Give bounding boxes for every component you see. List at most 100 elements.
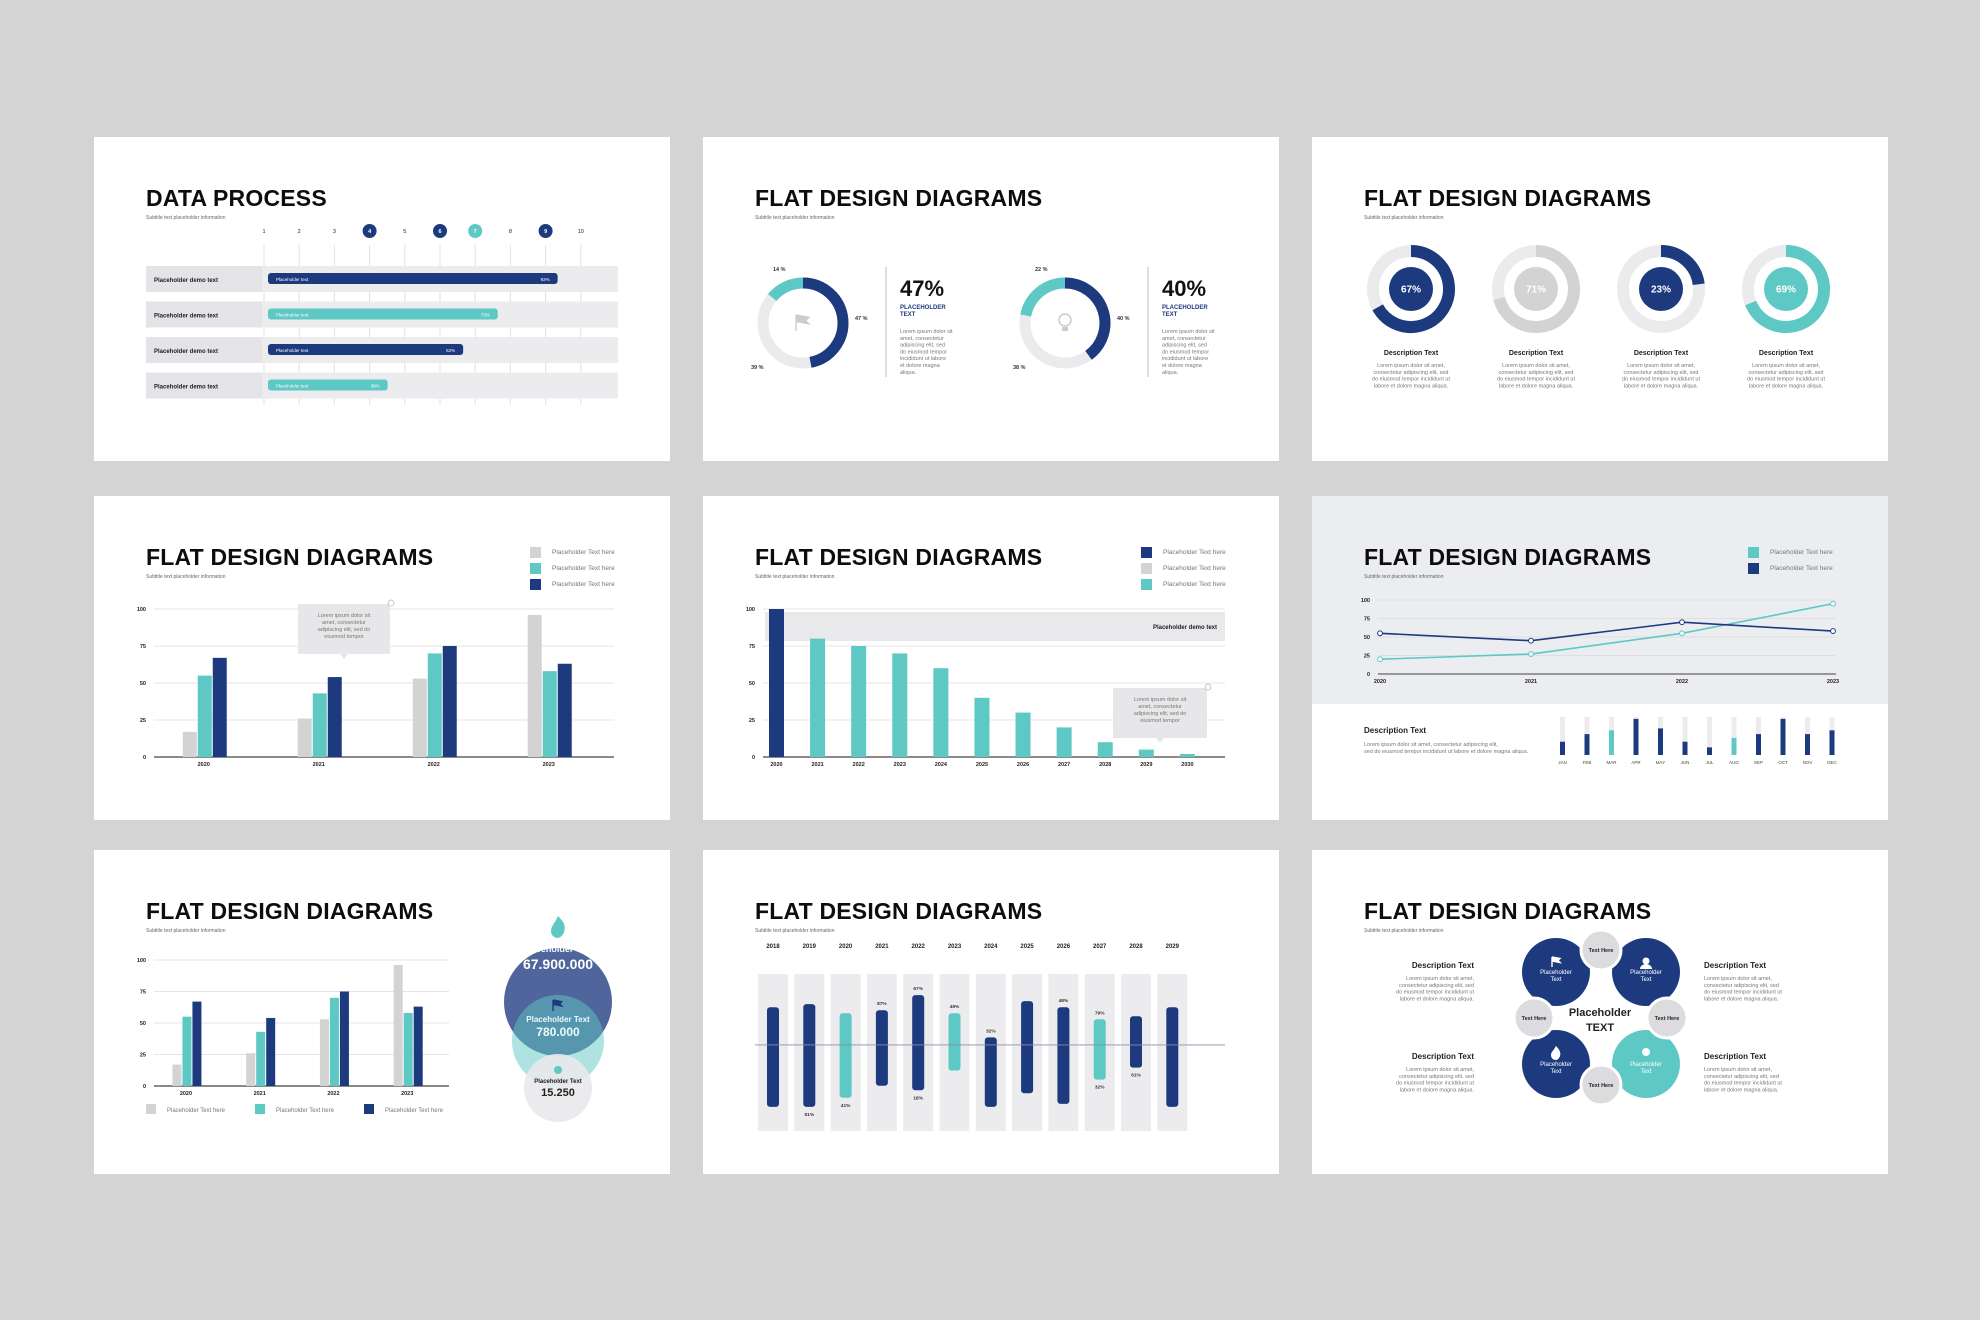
small-node: [1579, 1063, 1623, 1107]
bar-value-label: 49%: [950, 1004, 960, 1010]
year-label: 2019: [803, 944, 817, 950]
small-node-label: Text Here: [1589, 1083, 1614, 1089]
bar-value-label: 67%: [913, 986, 923, 992]
month-bar: [1658, 728, 1663, 755]
month-label: APR: [1631, 760, 1641, 765]
donut-description: incididunt ut labore: [900, 356, 946, 362]
month-label: DEC: [1827, 760, 1837, 765]
slide-title: FLAT DESIGN DIAGRAMS: [755, 185, 1043, 211]
slide-data-process[interactable]: DATA PROCESS Subtitle text placeholder i…: [94, 137, 670, 461]
lightbulb-icon: [1058, 313, 1072, 327]
ring-description: labore et dolore magna aliqua.: [1749, 383, 1824, 389]
bar: [327, 677, 342, 757]
legend-swatch-gray: [530, 546, 541, 558]
month-bar: [1682, 741, 1688, 755]
description-text: do eiusmod tempor incididunt ut: [1704, 990, 1782, 996]
series-line: [1379, 621, 1834, 642]
node-label: Text: [1640, 977, 1651, 983]
year-label: 2025: [1020, 944, 1034, 950]
floating-bar: [1130, 1016, 1142, 1068]
lightbulb-icon-base: [1062, 327, 1068, 331]
x-tick-label: 2022: [1676, 679, 1688, 685]
ring-center: [1514, 267, 1558, 311]
circle-label: Placeholder Text: [526, 1015, 590, 1024]
donut-label: PLACEHOLDER: [1162, 305, 1208, 311]
month-bar: [1805, 734, 1810, 755]
slide-ring-diagrams[interactable]: FLAT DESIGN DIAGRAMS Subtitle text place…: [1312, 137, 1888, 461]
step-number: 10: [578, 229, 584, 235]
slide-descending-bars[interactable]: FLAT DESIGN DIAGRAMS Subtitle text place…: [703, 496, 1279, 820]
year-label: 2029: [1166, 944, 1180, 950]
tooltip-close-icon: [387, 599, 395, 607]
month-bar: [1584, 734, 1590, 755]
small-node-label: Text Here: [1589, 948, 1614, 954]
description-text: Lorem ipsum dolor sit amet, consectetur …: [1364, 742, 1498, 748]
ring-percent: 23%: [1651, 285, 1671, 296]
legend-label: Placeholder Text here: [276, 1108, 335, 1114]
ring-description-title: Description Text: [1634, 350, 1689, 357]
description-text: labore et dolore magna aliqua.: [1400, 996, 1475, 1002]
legend-swatch-gray: [1141, 562, 1152, 574]
small-node: [1512, 996, 1556, 1040]
slide-floating-bars[interactable]: FLAT DESIGN DIAGRAMS Subtitle text place…: [703, 850, 1279, 1174]
cycle-node: [1612, 1030, 1680, 1098]
description-title: Description Text: [1364, 726, 1426, 735]
ring-description: do eiusmod tempor incididunt ut: [1497, 377, 1575, 383]
tooltip-box: [298, 604, 390, 654]
progress-bar: [268, 273, 558, 284]
step-number: 7: [474, 229, 477, 235]
x-tick-label: 2022: [327, 1091, 339, 1097]
slide-grouped-bars[interactable]: FLAT DESIGN DIAGRAMS Subtitle text place…: [94, 496, 670, 820]
tooltip-text: Lorem ipsum dolor sit: [318, 613, 371, 619]
donut-segment-teal: [1020, 277, 1066, 317]
month-track: [1682, 717, 1688, 755]
bar: [403, 1012, 413, 1086]
description-title: Description Text: [1704, 1052, 1766, 1061]
bar-value-label: 79%: [1095, 1010, 1105, 1016]
bar: [1138, 749, 1154, 757]
donut-percent-label: 38 %: [1013, 365, 1026, 371]
cycle-node: [1522, 938, 1590, 1006]
step-number: 3: [333, 229, 336, 235]
x-tick-label: 2026: [1017, 762, 1029, 768]
data-point: [1528, 651, 1534, 657]
bar: [892, 653, 908, 757]
slide-subtitle: Subtitle text placeholder information: [755, 928, 835, 934]
x-tick-label: 2027: [1058, 762, 1070, 768]
slide-cycle-diagram[interactable]: FLAT DESIGN DIAGRAMS Subtitle text place…: [1312, 850, 1888, 1174]
x-tick-label: 2020: [180, 1091, 192, 1097]
donut-segment-navy: [802, 277, 849, 368]
slide-donut-diagrams[interactable]: FLAT DESIGN DIAGRAMS Subtitle text place…: [703, 137, 1279, 461]
step-number: 1: [262, 229, 265, 235]
bar: [172, 1064, 182, 1086]
row-label: Placeholder demo text: [154, 349, 218, 355]
donut-segment-navy: [1064, 277, 1111, 360]
x-tick-label: 2023: [894, 762, 906, 768]
floating-bar: [875, 1010, 888, 1086]
donut-description: aliqua.: [900, 370, 917, 376]
step-number: 5: [403, 229, 406, 235]
year-label: 2026: [1057, 944, 1071, 950]
slide-bars-and-circles[interactable]: FLAT DESIGN DIAGRAMS Subtitle text place…: [94, 850, 670, 1174]
slide-subtitle: Subtitle text placeholder information: [146, 215, 226, 221]
x-tick-label: 2020: [198, 762, 210, 768]
bar: [256, 1031, 266, 1086]
legend-swatch-navy: [530, 578, 541, 590]
ring-center: [1764, 267, 1808, 311]
slide-line-chart[interactable]: FLAT DESIGN DIAGRAMS Subtitle text place…: [1312, 496, 1888, 820]
bar-value-label: 87%: [877, 1001, 887, 1007]
month-bar: [1707, 747, 1712, 755]
step-number: 9: [544, 229, 547, 235]
description-text: consectetur adipiscing elit, sed: [1704, 1074, 1779, 1080]
progress-bar-label: Placeholder text: [276, 313, 309, 318]
y-tick-label: 100: [137, 607, 146, 613]
row-label: Placeholder demo text: [154, 314, 218, 320]
y-tick-label: 50: [140, 681, 146, 687]
progress-bar-label: Placeholder text: [276, 384, 309, 389]
x-tick-label: 2020: [1374, 679, 1386, 685]
y-tick-label: 0: [143, 1084, 146, 1090]
month-label: JAN: [1558, 760, 1567, 765]
bar-value-label: 32%: [1095, 1085, 1105, 1091]
bar: [339, 991, 349, 1086]
